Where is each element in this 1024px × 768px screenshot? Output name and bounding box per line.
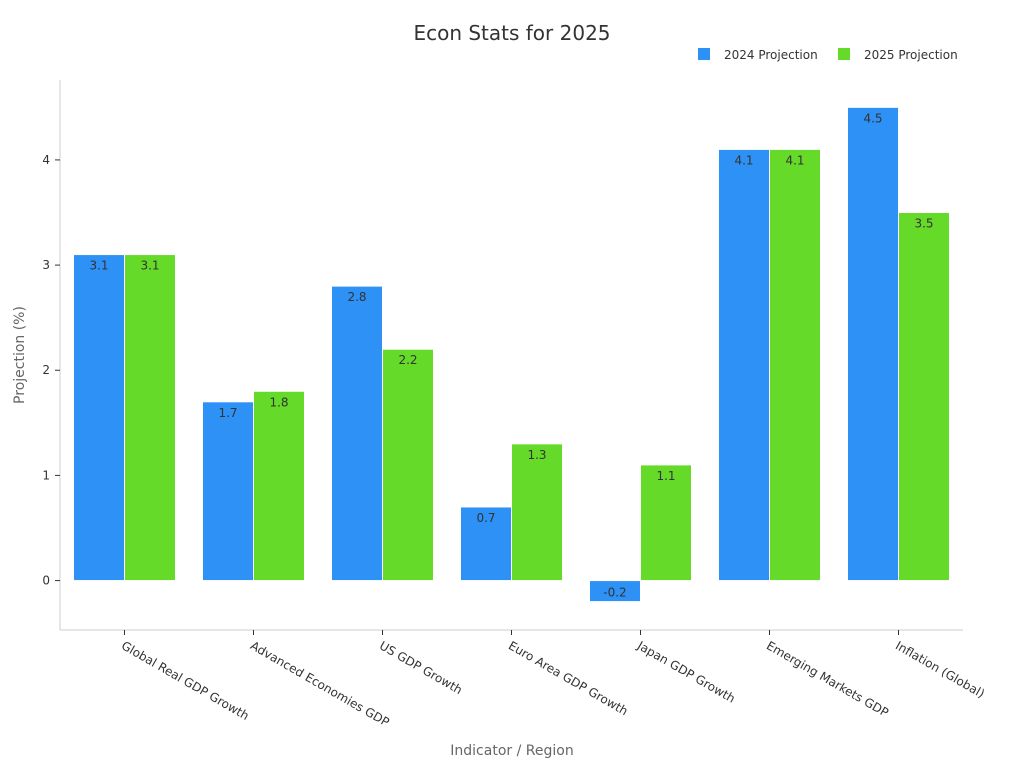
chart-title: Econ Stats for 2025 — [413, 21, 610, 45]
legend-item[interactable]: 2025 Projection — [838, 48, 958, 62]
legend-label: 2025 Projection — [864, 48, 958, 62]
data-label: 4.1 — [785, 153, 804, 167]
bar[interactable] — [718, 148, 770, 582]
data-label: 4.1 — [734, 153, 753, 167]
legend-item[interactable]: 2024 Projection — [698, 48, 818, 62]
bar[interactable] — [640, 464, 692, 582]
bar[interactable] — [460, 506, 512, 582]
data-label: 1.1 — [656, 469, 675, 483]
legend-label: 2024 Projection — [724, 48, 818, 62]
x-tick-label: Global Real GDP Growth — [119, 638, 251, 723]
x-tick-label: Advanced Economies GDP — [248, 638, 392, 729]
y-tick-label: 3 — [42, 258, 50, 272]
x-tick-label: Euro Area GDP Growth — [506, 638, 630, 718]
bar[interactable] — [202, 401, 254, 582]
data-label: 1.3 — [527, 448, 546, 462]
bar[interactable] — [331, 285, 383, 582]
bar[interactable] — [847, 106, 899, 582]
bar[interactable] — [73, 254, 125, 582]
x-tick-label: Japan GDP Growth — [634, 638, 737, 706]
x-tick-label: Emerging Markets GDP — [764, 638, 891, 719]
x-axis-label: Indicator / Region — [450, 743, 573, 759]
data-label: 2.2 — [398, 353, 417, 367]
data-label: 2.8 — [347, 290, 366, 304]
data-label: -0.2 — [603, 586, 626, 600]
x-tick-label: Inflation (Global) — [893, 638, 987, 700]
y-tick-label: 4 — [42, 153, 50, 167]
bar[interactable] — [769, 148, 821, 582]
data-label: 1.8 — [269, 395, 288, 409]
legend-swatch — [838, 48, 850, 60]
x-tick-label: US GDP Growth — [377, 638, 465, 697]
data-label: 3.1 — [140, 259, 159, 273]
bar[interactable] — [589, 580, 641, 603]
legend: 2024 Projection 2025 Projection — [698, 48, 958, 62]
y-tick-label: 2 — [42, 363, 50, 377]
y-tick-label: 0 — [42, 574, 50, 588]
bar[interactable] — [511, 443, 563, 582]
y-axis-label: Projection (%) — [12, 306, 28, 404]
bar[interactable] — [382, 348, 434, 582]
bar[interactable] — [124, 254, 176, 582]
data-label: 4.5 — [863, 111, 882, 125]
data-label: 1.7 — [218, 406, 237, 420]
data-label: 3.1 — [89, 259, 108, 273]
data-label: 3.5 — [914, 217, 933, 231]
data-label: 0.7 — [476, 511, 495, 525]
bar[interactable] — [253, 390, 305, 582]
y-tick-label: 1 — [42, 468, 50, 482]
legend-swatch — [698, 48, 710, 60]
bar[interactable] — [898, 212, 950, 582]
